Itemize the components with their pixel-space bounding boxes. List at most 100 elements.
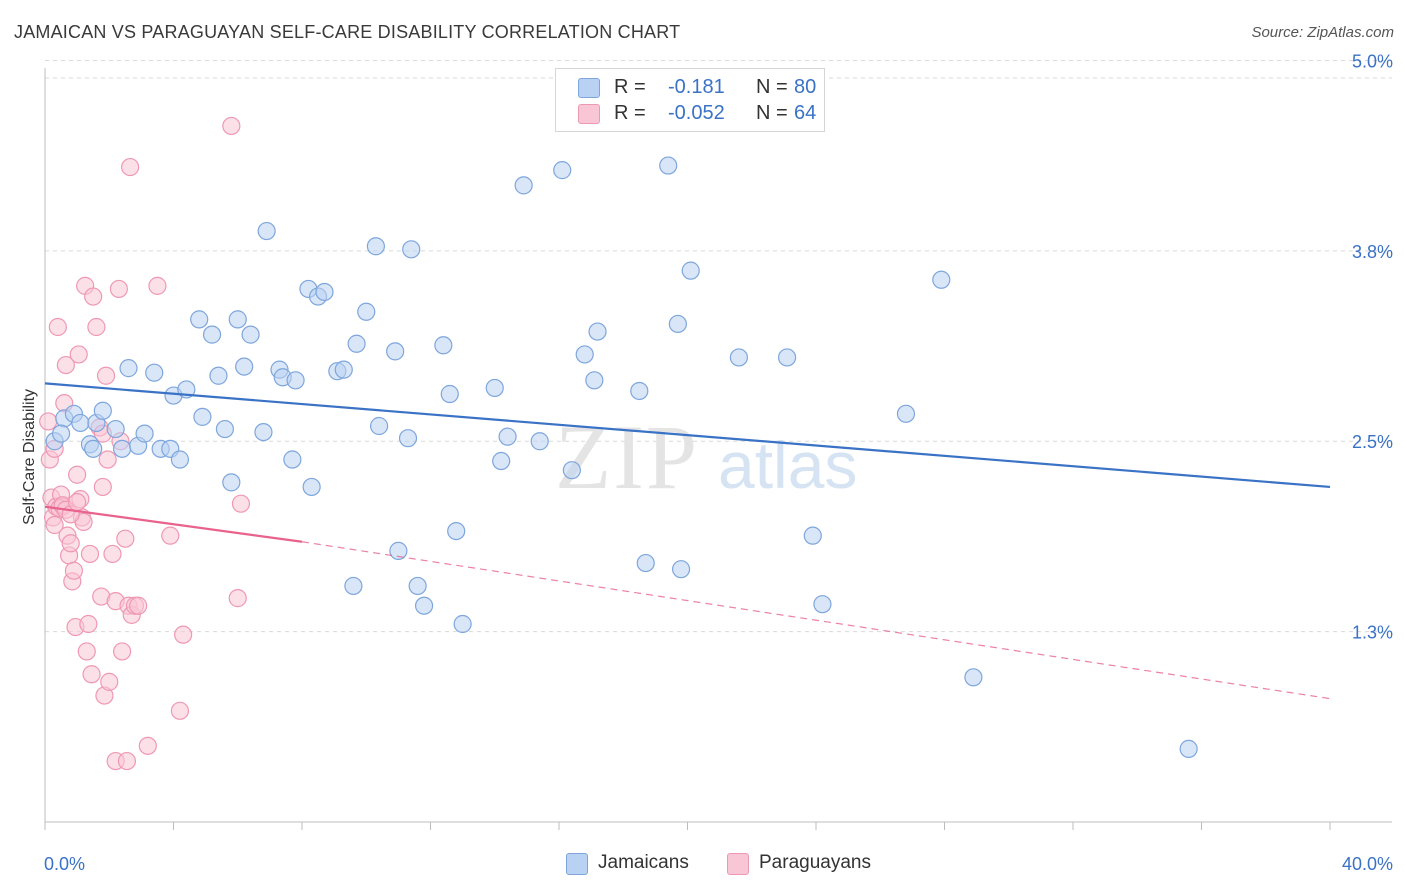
data-point-paraguayans bbox=[100, 672, 119, 691]
legend-n-label: N = bbox=[756, 102, 788, 124]
data-point-jamaicans bbox=[190, 310, 209, 329]
correlation-legend: R = -0.181 N = 80 R = -0.052 N = 64 bbox=[555, 68, 825, 132]
data-point-paraguayans bbox=[129, 596, 148, 615]
data-point-paraguayans bbox=[98, 450, 117, 469]
y-tick-label: 3.8% bbox=[1352, 242, 1393, 262]
data-point-jamaicans bbox=[896, 404, 916, 423]
data-point-paraguayans bbox=[48, 317, 67, 337]
data-point-jamaicans bbox=[659, 156, 678, 175]
data-point-jamaicans bbox=[370, 416, 389, 436]
data-point-jamaicans bbox=[215, 419, 234, 439]
data-point-paraguayans bbox=[68, 465, 87, 484]
source-label: Source: ZipAtlas.com bbox=[1251, 24, 1394, 41]
legend-swatch-pink bbox=[578, 104, 600, 124]
data-point-paraguayans bbox=[174, 625, 193, 644]
chart-title: JAMAICAN VS PARAGUAYAN SELF-CARE DISABIL… bbox=[14, 22, 681, 42]
legend-swatch-pink bbox=[727, 853, 749, 875]
data-point-paraguayans bbox=[79, 614, 98, 634]
trend-line-jamaicans bbox=[44, 382, 1331, 489]
data-point-jamaicans bbox=[235, 357, 254, 376]
data-point-jamaicans bbox=[366, 237, 385, 256]
data-point-jamaicans bbox=[357, 302, 376, 321]
legend-n-value: 80 bbox=[794, 76, 817, 98]
data-point-paraguayans bbox=[116, 529, 135, 548]
data-point-paraguayans bbox=[121, 157, 140, 177]
data-point-jamaicans bbox=[498, 427, 517, 446]
data-point-paraguayans bbox=[228, 589, 247, 608]
legend-r-label: R = bbox=[614, 76, 646, 98]
data-point-jamaicans bbox=[453, 614, 472, 634]
data-point-jamaicans bbox=[729, 348, 749, 367]
data-point-jamaicans bbox=[93, 401, 112, 420]
watermark: ZIP atlas bbox=[555, 406, 857, 508]
data-point-paraguayans bbox=[45, 515, 64, 535]
data-point-jamaicans bbox=[112, 439, 132, 458]
data-point-jamaicans bbox=[254, 422, 273, 442]
data-point-paraguayans bbox=[80, 544, 100, 564]
data-point-jamaicans bbox=[386, 342, 405, 361]
y-tick-label: 5.0% bbox=[1352, 51, 1393, 71]
data-point-jamaicans bbox=[347, 334, 366, 353]
data-point-jamaicans bbox=[636, 553, 655, 573]
grid-lines bbox=[45, 59, 1392, 633]
legend-n-label: N = bbox=[756, 76, 788, 98]
data-point-paraguayans bbox=[161, 526, 180, 545]
data-point-paraguayans bbox=[138, 736, 157, 755]
data-point-jamaicans bbox=[553, 161, 572, 180]
data-point-paraguayans bbox=[61, 534, 80, 553]
data-point-jamaicans bbox=[202, 325, 222, 344]
data-point-jamaicans bbox=[257, 221, 276, 241]
data-point-jamaicans bbox=[932, 270, 951, 289]
data-point-paraguayans bbox=[64, 561, 84, 580]
data-point-paraguayans bbox=[148, 276, 167, 295]
axes bbox=[44, 68, 1392, 830]
data-point-paraguayans bbox=[84, 287, 103, 306]
data-point-jamaicans bbox=[286, 371, 305, 390]
data-point-jamaicans bbox=[803, 526, 822, 545]
trend-line-paraguayans bbox=[44, 505, 303, 543]
jamaicans-points bbox=[45, 156, 1198, 758]
data-point-jamaicans bbox=[588, 322, 607, 341]
trend-lines bbox=[44, 382, 1331, 700]
data-point-jamaicans bbox=[145, 363, 164, 382]
data-point-jamaicans bbox=[51, 424, 71, 443]
data-point-jamaicans bbox=[283, 450, 302, 469]
x-tick-label: 40.0% bbox=[1342, 854, 1393, 874]
data-point-jamaicans bbox=[402, 240, 421, 259]
data-point-jamaicans bbox=[813, 595, 832, 614]
data-point-jamaicans bbox=[408, 576, 427, 596]
legend-n-value: 64 bbox=[794, 102, 817, 124]
data-point-paraguayans bbox=[39, 412, 58, 431]
legend-swatch-blue bbox=[566, 853, 588, 875]
data-point-jamaicans bbox=[106, 419, 125, 439]
data-point-paraguayans bbox=[231, 494, 251, 513]
data-point-jamaicans bbox=[492, 451, 511, 471]
data-point-paraguayans bbox=[222, 116, 241, 136]
data-point-paraguayans bbox=[103, 544, 122, 564]
data-point-paraguayans bbox=[112, 642, 132, 661]
data-point-jamaicans bbox=[170, 450, 190, 469]
data-point-jamaicans bbox=[964, 668, 983, 687]
data-point-paraguayans bbox=[170, 701, 190, 720]
data-point-jamaicans bbox=[447, 521, 466, 541]
data-point-paraguayans bbox=[87, 317, 106, 337]
data-point-jamaicans bbox=[315, 282, 334, 302]
data-point-jamaicans bbox=[562, 461, 581, 480]
data-point-jamaicans bbox=[668, 314, 687, 334]
data-point-jamaicans bbox=[1179, 739, 1198, 758]
y-tick-label: 1.3% bbox=[1352, 623, 1393, 643]
data-point-jamaicans bbox=[514, 176, 533, 195]
data-point-jamaicans bbox=[84, 439, 103, 458]
data-point-paraguayans bbox=[68, 493, 87, 512]
data-point-paraguayans bbox=[56, 355, 75, 375]
data-point-paraguayans bbox=[82, 665, 101, 684]
data-point-jamaicans bbox=[434, 336, 453, 355]
x-tick-label: 0.0% bbox=[44, 854, 85, 874]
data-point-paraguayans bbox=[69, 345, 88, 364]
data-point-paraguayans bbox=[93, 477, 112, 497]
data-point-paraguayans bbox=[77, 642, 96, 661]
trend-line-paraguayans-extended bbox=[301, 541, 1331, 700]
data-point-jamaicans bbox=[193, 407, 212, 426]
data-point-jamaicans bbox=[228, 310, 247, 329]
data-point-jamaicans bbox=[389, 541, 408, 560]
